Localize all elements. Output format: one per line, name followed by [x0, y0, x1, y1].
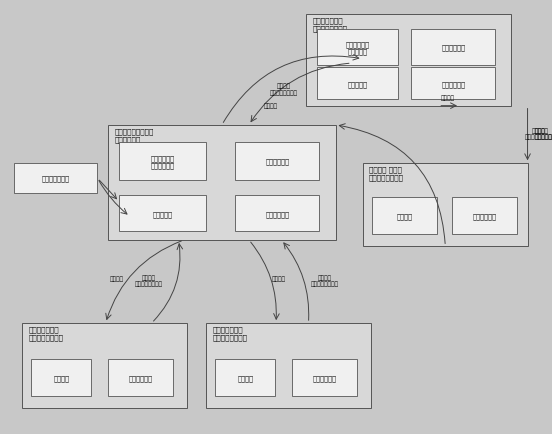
- Text: 密钥生成器: 密钥生成器: [347, 81, 367, 87]
- Text: 数据公钥加密: 数据公钥加密: [312, 374, 337, 381]
- FancyBboxPatch shape: [119, 143, 206, 181]
- FancyBboxPatch shape: [317, 30, 398, 66]
- Text: 云客户端 工作节
点：任务处理节点: 云客户端 工作节 点：任务处理节点: [369, 166, 404, 181]
- Text: 数据公钥加密: 数据公钥加密: [441, 45, 465, 51]
- Text: 任务处理: 任务处理: [237, 374, 253, 381]
- FancyBboxPatch shape: [452, 198, 517, 234]
- Text: 任务结果
数据传输控制节点: 任务结果 数据传输控制节点: [270, 83, 298, 95]
- FancyBboxPatch shape: [372, 198, 437, 234]
- Text: 数据私钥解密: 数据私钥解密: [441, 81, 465, 87]
- FancyBboxPatch shape: [108, 125, 336, 240]
- FancyBboxPatch shape: [215, 359, 275, 396]
- FancyBboxPatch shape: [206, 323, 371, 408]
- Text: 云客户端控制节点：
任务分发节点: 云客户端控制节点： 任务分发节点: [115, 128, 154, 143]
- Text: 生成公私密钥对: 生成公私密钥对: [41, 175, 70, 182]
- FancyBboxPatch shape: [31, 359, 91, 396]
- Text: 工作子节点公
私密钥对管理: 工作子节点公 私密钥对管理: [150, 155, 174, 169]
- FancyBboxPatch shape: [119, 196, 206, 232]
- FancyBboxPatch shape: [108, 359, 173, 396]
- Text: 任务结果
数据传输控制节点: 任务结果 数据传输控制节点: [135, 275, 163, 287]
- Text: 云客户端控制节
点：任务分发节点: 云客户端控制节 点：任务分发节点: [312, 17, 347, 32]
- Text: 任务发布: 任务发布: [264, 104, 278, 109]
- FancyBboxPatch shape: [306, 15, 511, 106]
- Text: 云客户端工作节
点：任务处理节点: 云客户端工作节 点：任务处理节点: [28, 326, 63, 341]
- Text: 任务发布: 任务发布: [272, 276, 286, 282]
- Text: 数据公钥加密: 数据公钥加密: [266, 158, 289, 165]
- Text: 任务处理: 任务处理: [397, 213, 413, 219]
- Text: 任务结果
数据传输控制节点: 任务结果 数据传输控制节点: [524, 128, 552, 140]
- Text: 任务节点公私
密钥对管理: 任务节点公私 密钥对管理: [345, 41, 369, 55]
- FancyBboxPatch shape: [236, 143, 319, 181]
- Text: 数据公钥加密: 数据公钥加密: [473, 213, 496, 219]
- Text: 数据公钥加密: 数据公钥加密: [129, 374, 153, 381]
- FancyBboxPatch shape: [22, 323, 187, 408]
- FancyBboxPatch shape: [14, 164, 98, 194]
- Text: 数据私钥解密: 数据私钥解密: [266, 210, 289, 217]
- FancyBboxPatch shape: [411, 30, 495, 66]
- Text: 任务处理: 任务处理: [53, 374, 69, 381]
- Text: 任务发布: 任务发布: [441, 95, 455, 101]
- FancyBboxPatch shape: [363, 164, 528, 247]
- FancyBboxPatch shape: [317, 68, 398, 100]
- Text: 密钥生成器: 密钥生成器: [152, 210, 172, 217]
- Text: 云客户端工作节
点：任务处理节点: 云客户端工作节 点：任务处理节点: [212, 326, 247, 341]
- Text: 任务结果
数据传输控制节点: 任务结果 数据传输控制节点: [534, 128, 552, 140]
- Text: 任务发布: 任务发布: [109, 276, 124, 282]
- FancyBboxPatch shape: [292, 359, 357, 396]
- FancyBboxPatch shape: [236, 196, 319, 232]
- Text: 任务结果
数据传输控制节点: 任务结果 数据传输控制节点: [311, 275, 339, 287]
- FancyBboxPatch shape: [411, 68, 495, 100]
